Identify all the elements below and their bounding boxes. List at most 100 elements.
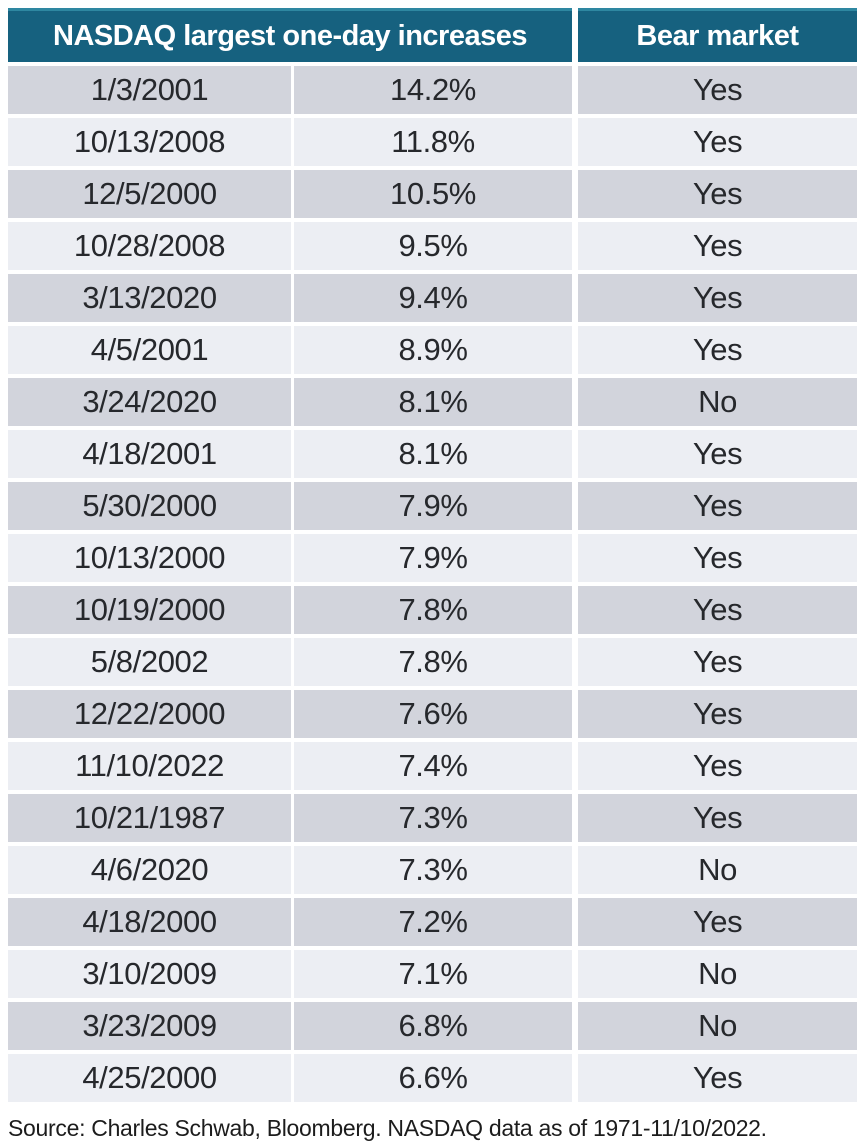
table-row: 4/18/2000 7.2% Yes <box>8 898 857 946</box>
column-separator <box>572 170 578 218</box>
table-row: 4/5/2001 8.9% Yes <box>8 326 857 374</box>
column-separator <box>291 586 294 634</box>
column-separator <box>572 66 578 114</box>
cell-bear-market: No <box>578 378 857 426</box>
cell-bear-market: Yes <box>578 794 857 842</box>
cell-bear-market: Yes <box>578 898 857 946</box>
column-separator <box>291 274 294 322</box>
table-header: NASDAQ largest one-day increases Bear ma… <box>8 8 857 62</box>
column-separator <box>291 1002 294 1050</box>
column-separator <box>572 586 578 634</box>
column-separator <box>291 742 294 790</box>
cell-date: 4/25/2000 <box>8 1054 291 1102</box>
table-row: 10/28/2008 9.5% Yes <box>8 222 857 270</box>
cell-date: 4/18/2001 <box>8 430 291 478</box>
cell-bear-market: No <box>578 950 857 998</box>
column-separator <box>291 898 294 946</box>
cell-percent: 7.4% <box>294 742 572 790</box>
cell-percent: 10.5% <box>294 170 572 218</box>
column-separator <box>291 638 294 686</box>
header-main-cell: NASDAQ largest one-day increases <box>8 8 572 62</box>
table-row: 11/10/2022 7.4% Yes <box>8 742 857 790</box>
column-separator <box>291 66 294 114</box>
cell-percent: 9.5% <box>294 222 572 270</box>
column-separator <box>572 1002 578 1050</box>
cell-percent: 14.2% <box>294 66 572 114</box>
cell-date: 3/23/2009 <box>8 1002 291 1050</box>
cell-percent: 7.1% <box>294 950 572 998</box>
cell-date: 10/13/2000 <box>8 534 291 582</box>
table-row: 10/19/2000 7.8% Yes <box>8 586 857 634</box>
table-row: 10/13/2008 11.8% Yes <box>8 118 857 166</box>
cell-percent: 8.1% <box>294 430 572 478</box>
table-row: 12/5/2000 10.5% Yes <box>8 170 857 218</box>
column-separator <box>572 690 578 738</box>
cell-bear-market: No <box>578 846 857 894</box>
column-separator <box>572 274 578 322</box>
column-separator <box>572 1054 578 1102</box>
column-separator <box>572 742 578 790</box>
cell-percent: 8.9% <box>294 326 572 374</box>
cell-percent: 7.3% <box>294 794 572 842</box>
cell-percent: 7.8% <box>294 586 572 634</box>
cell-date: 1/3/2001 <box>8 66 291 114</box>
header-column-gap <box>572 8 578 62</box>
column-separator <box>291 534 294 582</box>
cell-percent: 7.3% <box>294 846 572 894</box>
column-separator <box>291 1054 294 1102</box>
cell-bear-market: Yes <box>578 638 857 686</box>
column-separator <box>572 222 578 270</box>
cell-date: 4/6/2020 <box>8 846 291 894</box>
column-separator <box>572 898 578 946</box>
cell-date: 10/19/2000 <box>8 586 291 634</box>
cell-date: 10/13/2008 <box>8 118 291 166</box>
cell-date: 10/21/1987 <box>8 794 291 842</box>
column-separator <box>291 950 294 998</box>
column-separator <box>291 326 294 374</box>
cell-date: 5/8/2002 <box>8 638 291 686</box>
table-row: 10/13/2000 7.9% Yes <box>8 534 857 582</box>
cell-date: 11/10/2022 <box>8 742 291 790</box>
cell-bear-market: Yes <box>578 430 857 478</box>
cell-percent: 7.6% <box>294 690 572 738</box>
table-row: 4/18/2001 8.1% Yes <box>8 430 857 478</box>
cell-date: 4/18/2000 <box>8 898 291 946</box>
column-separator <box>291 430 294 478</box>
cell-bear-market: Yes <box>578 1054 857 1102</box>
cell-bear-market: Yes <box>578 222 857 270</box>
column-separator <box>572 430 578 478</box>
cell-date: 3/24/2020 <box>8 378 291 426</box>
column-separator <box>572 534 578 582</box>
cell-percent: 11.8% <box>294 118 572 166</box>
table-row: 4/25/2000 6.6% Yes <box>8 1054 857 1102</box>
table-row: 3/24/2020 8.1% No <box>8 378 857 426</box>
cell-percent: 6.8% <box>294 1002 572 1050</box>
column-separator <box>291 378 294 426</box>
table-row: 3/10/2009 7.1% No <box>8 950 857 998</box>
cell-bear-market: Yes <box>578 534 857 582</box>
cell-percent: 6.6% <box>294 1054 572 1102</box>
table-row: 1/3/2001 14.2% Yes <box>8 66 857 114</box>
cell-date: 5/30/2000 <box>8 482 291 530</box>
table-row: 5/8/2002 7.8% Yes <box>8 638 857 686</box>
cell-date: 12/22/2000 <box>8 690 291 738</box>
column-separator <box>291 794 294 842</box>
cell-bear-market: No <box>578 1002 857 1050</box>
cell-date: 4/5/2001 <box>8 326 291 374</box>
cell-bear-market: Yes <box>578 742 857 790</box>
column-separator <box>572 950 578 998</box>
column-separator <box>572 482 578 530</box>
cell-bear-market: Yes <box>578 690 857 738</box>
cell-percent: 7.8% <box>294 638 572 686</box>
table-row: 4/6/2020 7.3% No <box>8 846 857 894</box>
column-separator <box>291 690 294 738</box>
table-row: 10/21/1987 7.3% Yes <box>8 794 857 842</box>
cell-date: 12/5/2000 <box>8 170 291 218</box>
column-separator <box>291 846 294 894</box>
table-row: 12/22/2000 7.6% Yes <box>8 690 857 738</box>
source-note: Source: Charles Schwab, Bloomberg. NASDA… <box>8 1115 767 1141</box>
cell-bear-market: Yes <box>578 326 857 374</box>
column-separator <box>572 118 578 166</box>
cell-percent: 7.2% <box>294 898 572 946</box>
column-separator <box>291 482 294 530</box>
